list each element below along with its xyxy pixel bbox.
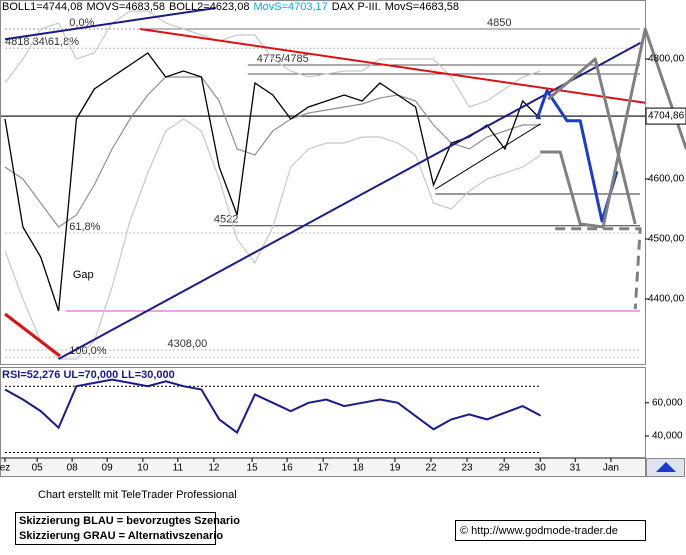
header-item: DAX P-III. [332,1,381,13]
y-tick-label: 4600,00 [648,174,685,185]
price-plot: 0,0% 48504818,34\61,8%4775/4785452261,8%4… [1,7,686,360]
legend-entry: Skizzierung GRAU = Alternativszenario [19,530,223,542]
legend-box [15,512,216,545]
level-label: 4850 [487,17,511,29]
trendline [4,312,61,358]
x-tick-label: 15 [247,463,259,474]
header-item: BOLL2=4623,08 [169,1,249,13]
header-item: MovS=4683,58 [385,1,459,13]
level-label: 4522 [214,214,238,226]
annotation: Gap [73,269,94,281]
level-label: 61,8% [69,221,100,233]
x-tick-label: 09 [102,463,114,474]
x-tick-label: 17 [318,463,330,474]
x-tick-label: 11 [173,463,184,474]
x-tick-label: ez [0,463,10,474]
trendline [4,7,216,41]
scenario-path [555,227,642,310]
trendline [139,28,646,104]
trendline [435,123,541,190]
y-tick-label: 4800,00 [648,54,685,65]
trendline [58,41,642,360]
header: BOLL1=4744,08 MOVS=4683,58 BOLL2=4623,08 Mo… [2,1,459,13]
scenario-path [547,57,637,225]
scenario-path [540,27,686,229]
rsi-tick-label: 40,000 [652,431,683,442]
header-item: MOVS=4683,58 [86,1,165,13]
scenario-path [535,89,619,223]
rsi-line [4,378,542,435]
x-tick-label: 05 [32,463,44,474]
level-label: 4818,34\61,8% [5,36,79,48]
last-price-label: 4704,86 [648,111,685,122]
x-tick-label: 08 [67,463,79,474]
level-label: 4775/4785 [257,53,309,65]
header-item: BOLL1=4744,08 [2,1,82,13]
x-tick-label: 31 [570,463,582,474]
x-tick-label: 12 [208,463,220,474]
y-tick-label: 4400,00 [648,294,685,305]
x-tick-label: 18 [353,463,365,474]
credit: Chart erstellt mit TeleTrader Profession… [38,489,237,501]
rsi-panel [0,367,646,458]
y-tick-label: 4500,00 [648,234,685,245]
corner-icon [656,462,676,472]
last-price-box [645,107,686,125]
price-panel [0,0,646,365]
x-tick-label: 29 [499,463,511,474]
x-tick-label: 23 [461,463,473,474]
price-line [4,118,541,360]
header-item: MovS=4703,17 [253,1,327,13]
x-tick-label: 30 [535,463,547,474]
x-tick-label: 10 [137,463,149,474]
level-label: 4308,00 [167,338,207,350]
x-tick-label: 22 [425,463,437,474]
price-line [4,52,542,312]
rsi-header: RSI=52,276 UL=70,000 LL=30,000 [2,369,175,381]
source: © http://www.godmode-trader.de [460,525,618,537]
x-tick-label: 19 [389,463,401,474]
x-tick-label: 16 [282,463,294,474]
rsi-tick-label: 60,000 [652,397,683,408]
source-box [455,520,646,541]
x-tick-label: Jan [603,463,619,474]
price-line [4,10,541,108]
legend-entry: Skizzierung BLAU = bevorzugtes Szenario [19,515,240,527]
